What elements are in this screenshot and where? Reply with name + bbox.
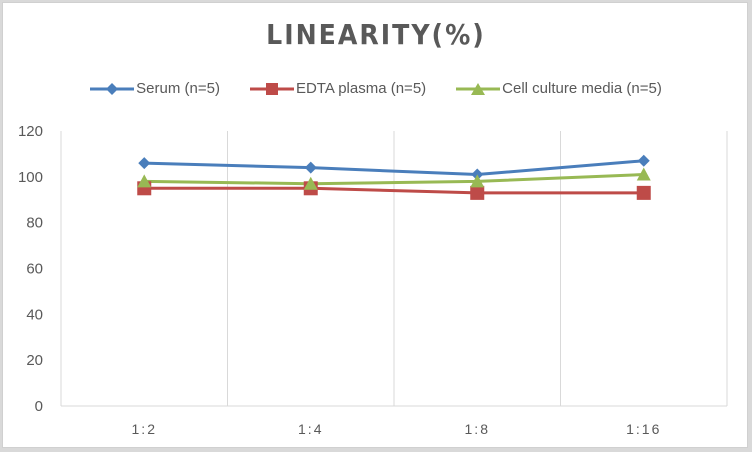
- x-tick-label: 1:8: [465, 421, 490, 437]
- data-point-diamond: [138, 157, 151, 170]
- x-tick-label: 1:4: [298, 421, 323, 437]
- data-point-triangle: [470, 174, 485, 188]
- series-line-0: [144, 159, 644, 177]
- legend-label: Serum (n=5): [136, 80, 220, 97]
- series-line-1: [144, 186, 644, 195]
- legend-marker-square-icon: [249, 82, 294, 95]
- data-point-triangle: [636, 167, 651, 181]
- y-tick-label: 80: [26, 215, 43, 232]
- y-tick-label: 60: [26, 261, 43, 278]
- data-point-diamond: [304, 161, 317, 174]
- y-tick-label: 0: [35, 398, 43, 415]
- y-tick-label: 100: [18, 169, 43, 186]
- legend-marker-triangle-icon: [456, 82, 501, 95]
- data-point-triangle: [137, 174, 152, 188]
- y-tick-label: 40: [26, 306, 43, 323]
- data-point-square: [470, 185, 485, 200]
- x-tick-label: 1:2: [132, 421, 157, 437]
- legend-label: EDTA plasma (n=5): [295, 80, 427, 97]
- legend: Serum (n=5) EDTA plasma (n=5) Cell cultu…: [0, 80, 752, 97]
- legend-item-serum: Serum (n=5): [90, 80, 220, 97]
- x-tick-label: 1:16: [626, 421, 661, 437]
- data-point-diamond: [637, 154, 650, 167]
- legend-label: Cell culture media (n=5): [502, 80, 662, 97]
- legend-item-cell-culture-media: Cell culture media (n=5): [456, 80, 662, 97]
- legend-item-edta-plasma: EDTA plasma (n=5): [249, 80, 427, 97]
- data-point-square: [636, 185, 651, 200]
- chart-frame: [2, 2, 748, 448]
- y-tick-label: 120: [18, 123, 43, 140]
- series-line-2: [144, 173, 644, 186]
- legend-marker-diamond-icon: [90, 82, 135, 95]
- data-point-triangle: [303, 176, 318, 190]
- y-tick-label: 20: [26, 352, 43, 369]
- chart-title: LINEARITY(%): [266, 18, 486, 51]
